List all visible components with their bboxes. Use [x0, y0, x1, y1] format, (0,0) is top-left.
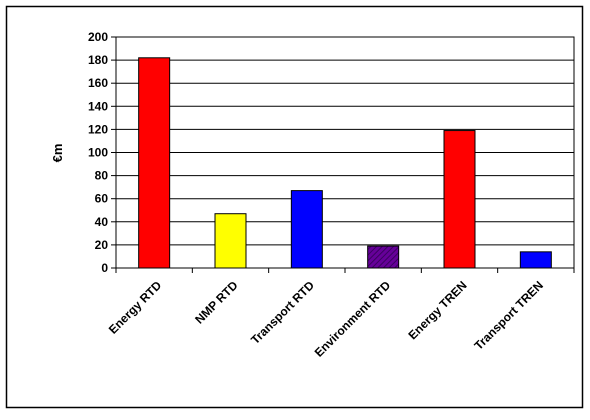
bars	[138, 57, 552, 269]
bar-environment-rtd	[367, 245, 400, 269]
y-tick-label: 140	[88, 99, 108, 113]
y-tick-label: 200	[88, 30, 108, 44]
y-tick-label: 0	[101, 261, 108, 275]
y-tick-label: 40	[95, 215, 109, 229]
y-tick-label: 60	[95, 192, 109, 206]
y-tick-label: 180	[88, 53, 108, 67]
y-tick-label: 100	[88, 146, 108, 160]
y-axis-ticks: 0 20 40 60 80 100 120 140 160 180 200	[88, 30, 116, 275]
bar-energy-rtd	[138, 57, 171, 269]
y-tick-label: 80	[95, 169, 109, 183]
bar-nmp-rtd	[214, 213, 247, 269]
axes	[115, 36, 575, 273]
bar-transport-tren	[519, 251, 552, 269]
y-axis-title: €m	[50, 144, 65, 163]
y-tick-label: 120	[88, 122, 108, 136]
y-tick-label: 20	[95, 238, 109, 252]
bar-energy-tren	[443, 130, 476, 269]
bar-transport-rtd	[290, 190, 323, 269]
y-tick-label: 160	[88, 76, 108, 90]
